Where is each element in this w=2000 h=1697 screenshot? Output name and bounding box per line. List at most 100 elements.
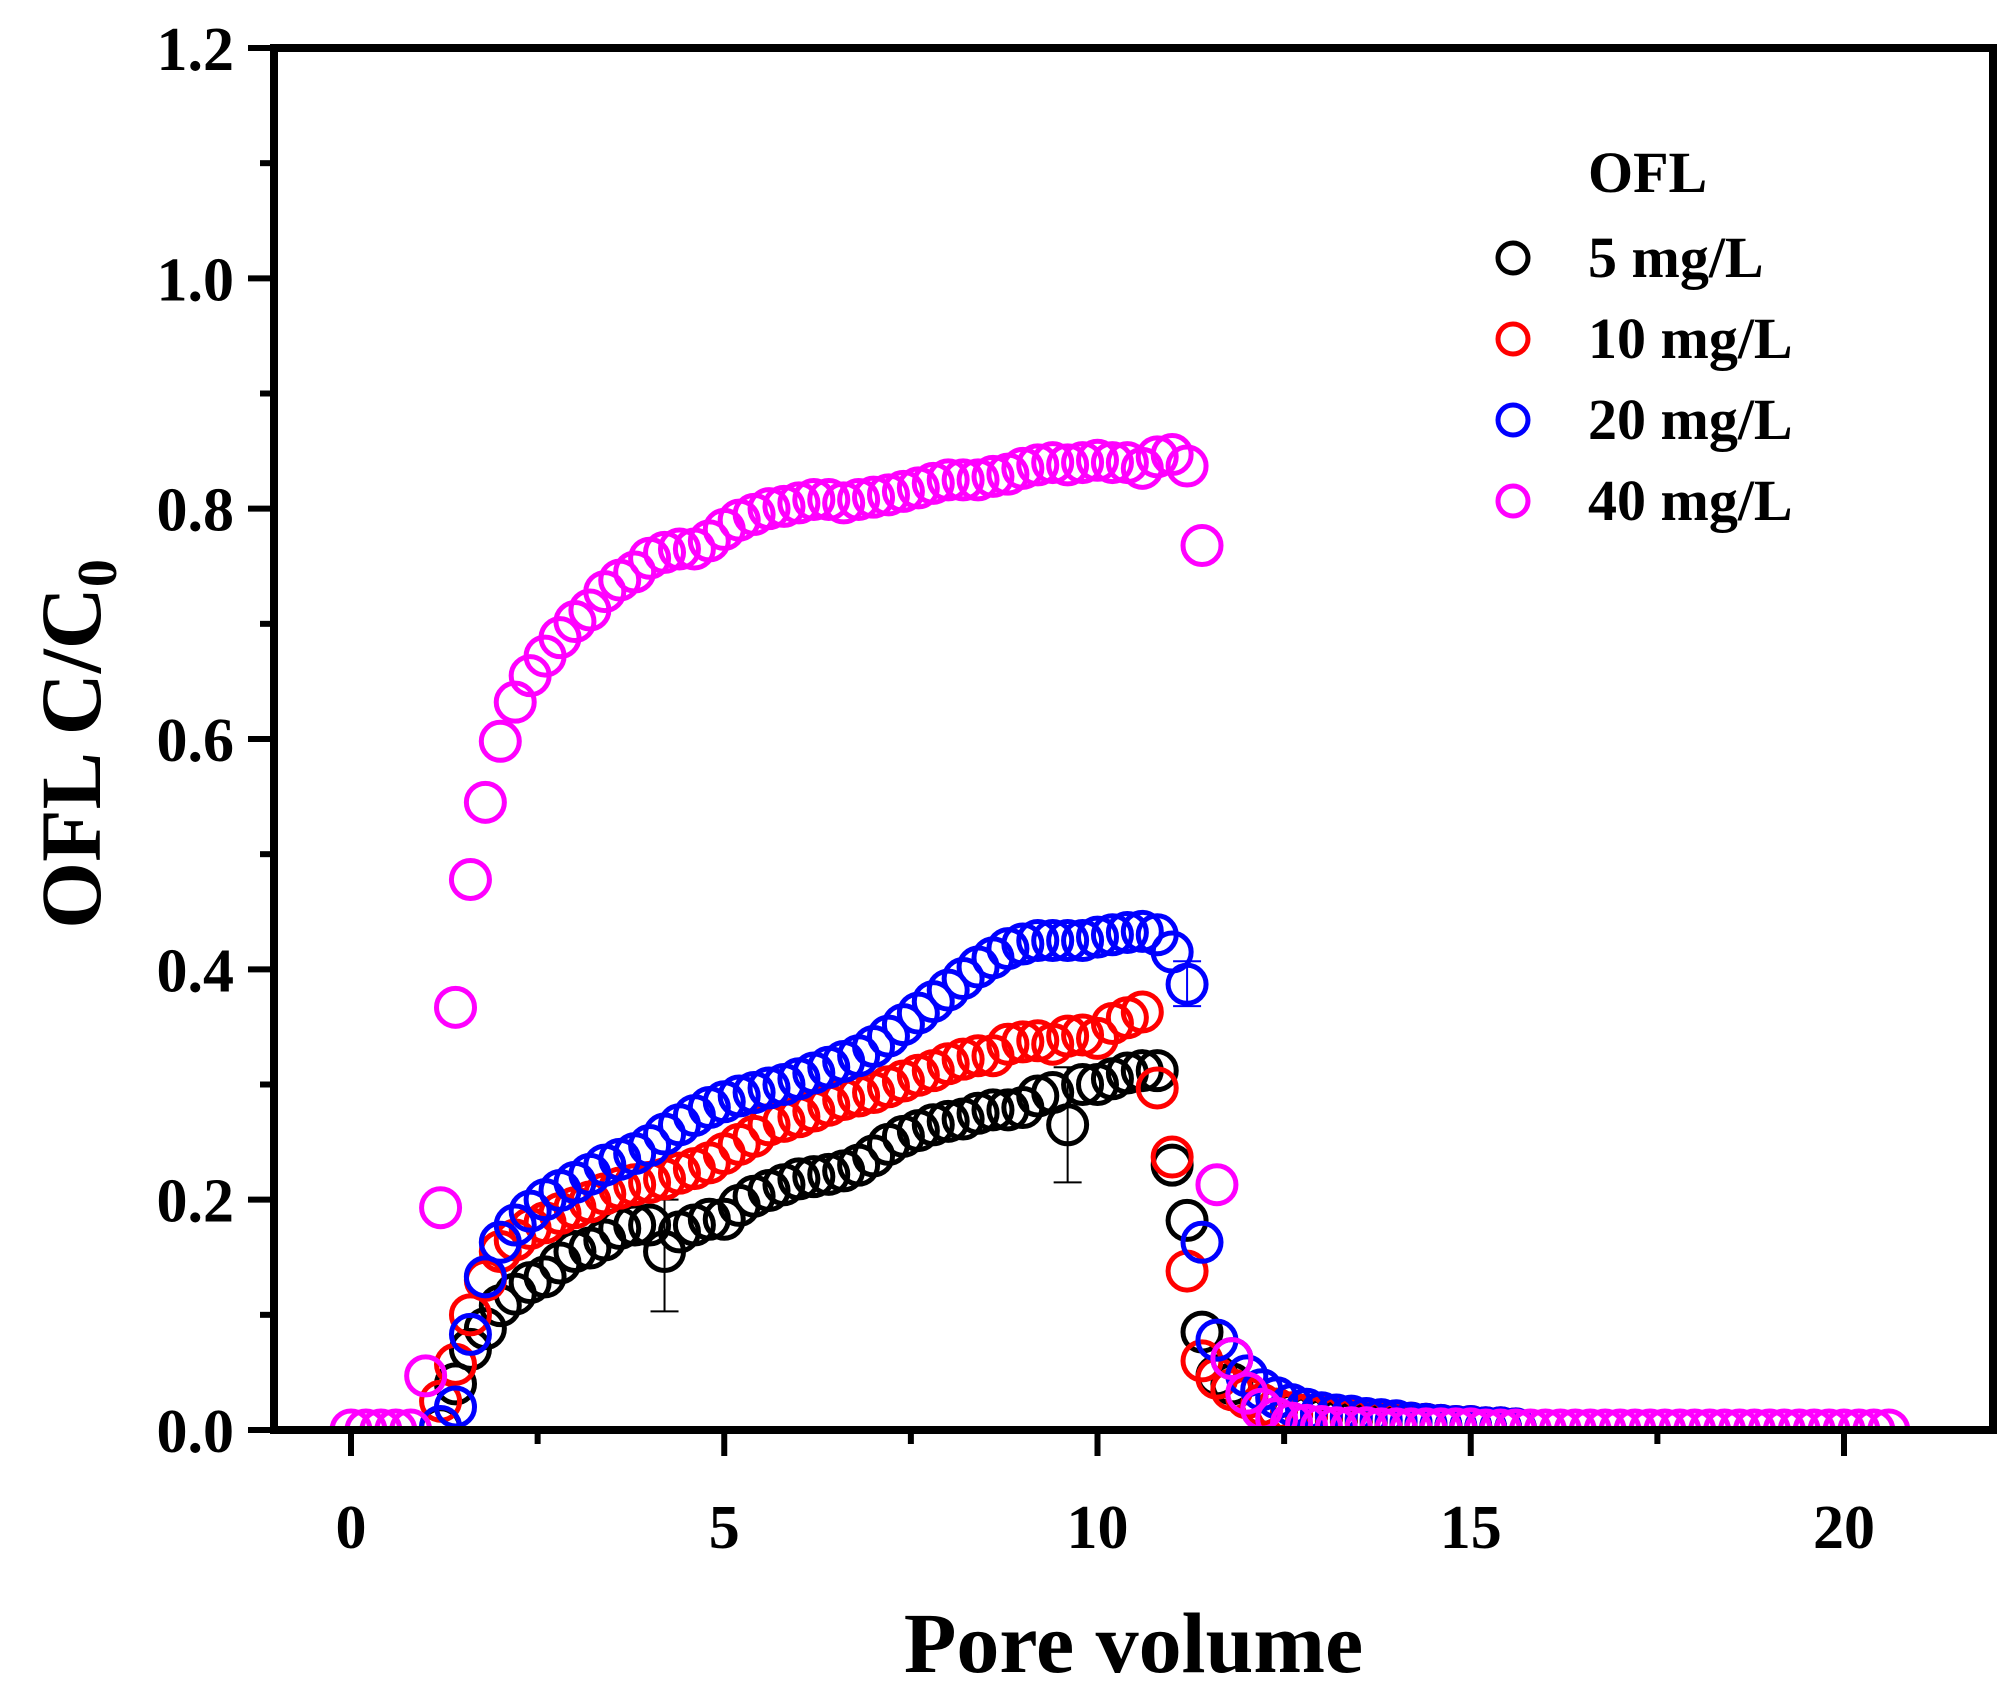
data-point <box>1180 524 1224 568</box>
data-point <box>777 481 821 525</box>
y-axis-title-main: OFL C/C <box>23 587 119 929</box>
data-point <box>478 719 522 763</box>
data-point <box>1090 913 1134 957</box>
x-tick-label: 5 <box>709 1494 740 1562</box>
data-point <box>1688 1408 1732 1430</box>
data-point <box>1135 1049 1179 1093</box>
data-point <box>911 461 955 505</box>
data-point <box>777 1157 821 1201</box>
data-point <box>1717 1408 1761 1430</box>
legend-label: 20 mg/L <box>1588 387 1793 452</box>
y-tick-label: 0.0 <box>157 1398 235 1466</box>
x-axis-title: Pore volume <box>904 1595 1363 1691</box>
data-point <box>1016 1074 1060 1118</box>
data-point <box>1061 1063 1105 1106</box>
data-point <box>1822 1408 1866 1430</box>
data-point <box>1553 1408 1597 1430</box>
data-point <box>419 1186 463 1230</box>
y-tick-label: 0.4 <box>157 937 235 1005</box>
legend: OFL 5 mg/L 10 mg/L 20 mg/L 40 mg/L <box>1495 140 1793 533</box>
legend-item: 5 mg/L <box>1495 225 1764 290</box>
data-point <box>852 475 896 519</box>
data-point <box>911 1103 955 1147</box>
data-point <box>792 1155 836 1199</box>
data-point <box>1046 919 1090 963</box>
data-point <box>1165 962 1209 1006</box>
data-point <box>1046 1103 1090 1147</box>
axis-tick-labels: 0 5 10 15 20 0.0 0.2 0.4 0.6 0.8 1.0 1.2 <box>157 16 1876 1562</box>
data-point <box>374 1408 418 1430</box>
data-point <box>1120 909 1164 953</box>
data-point <box>523 1255 567 1299</box>
legend-item: 20 mg/L <box>1495 387 1793 452</box>
data-point <box>822 481 866 525</box>
data-point <box>1732 1408 1776 1430</box>
legend-marker-icon <box>1495 240 1531 276</box>
data-point <box>971 454 1015 498</box>
legend-title: OFL <box>1588 140 1707 205</box>
x-tick-label: 20 <box>1813 1494 1875 1562</box>
data-point <box>747 487 791 531</box>
data-point <box>1285 1403 1329 1430</box>
data-point <box>1643 1408 1687 1430</box>
data-point <box>404 1354 448 1398</box>
legend-label: 10 mg/L <box>1588 306 1793 371</box>
x-tick-label: 0 <box>336 1494 367 1562</box>
legend-item: 40 mg/L <box>1495 468 1793 533</box>
data-point <box>1076 915 1119 959</box>
data-point <box>866 473 910 517</box>
data-point <box>1598 1408 1642 1430</box>
data-point <box>1016 919 1060 963</box>
series-10-mg-l <box>419 990 1538 1430</box>
data-point <box>792 477 836 521</box>
data-point <box>448 1312 492 1356</box>
data-point <box>1210 1337 1254 1381</box>
data-point <box>1135 1066 1179 1110</box>
data-point <box>1628 1408 1672 1430</box>
data-point <box>1165 1198 1209 1242</box>
data-point <box>1016 1019 1060 1063</box>
data-point <box>448 1293 492 1337</box>
data-point <box>657 527 701 571</box>
legend-item: 10 mg/L <box>1495 306 1793 371</box>
y-axis-title: OFL C/C0 <box>23 559 129 929</box>
data-point <box>971 1088 1015 1132</box>
data-point <box>1464 1408 1508 1430</box>
data-point <box>717 1074 761 1118</box>
legend-label: 40 mg/L <box>1588 468 1793 533</box>
data-point <box>1852 1408 1896 1430</box>
data-point <box>1270 1401 1314 1430</box>
data-point <box>493 1203 537 1247</box>
data-point <box>359 1408 403 1430</box>
data-point <box>956 458 1000 502</box>
y-tick-label: 0.8 <box>157 477 235 545</box>
data-point <box>1583 1408 1627 1430</box>
data-point <box>1061 919 1105 963</box>
data-point <box>1658 1408 1702 1430</box>
data-point <box>463 780 507 824</box>
legend-marker-icon <box>1495 321 1531 357</box>
data-point <box>1762 1408 1806 1430</box>
data-point <box>389 1408 433 1430</box>
data-point <box>1120 990 1164 1034</box>
data-point <box>344 1408 388 1430</box>
data-point <box>837 477 881 521</box>
data-point <box>448 858 492 902</box>
data-point <box>1001 1020 1045 1064</box>
legend-marker-icon <box>1495 483 1531 519</box>
data-point <box>1076 438 1119 482</box>
data-point <box>1673 1408 1717 1430</box>
legend-marker-icon <box>1495 402 1531 438</box>
data-point <box>329 1408 373 1430</box>
data-point <box>747 1066 791 1110</box>
data-point <box>1837 1408 1881 1430</box>
data-point <box>1165 1249 1209 1293</box>
data-point <box>1046 1014 1090 1058</box>
data-point <box>986 1022 1030 1066</box>
data-point <box>1090 441 1134 485</box>
data-point <box>956 1034 1000 1078</box>
data-point <box>1508 1408 1552 1430</box>
data-point <box>1807 1408 1851 1430</box>
data-point <box>1031 919 1075 963</box>
data-point <box>1777 1408 1821 1430</box>
